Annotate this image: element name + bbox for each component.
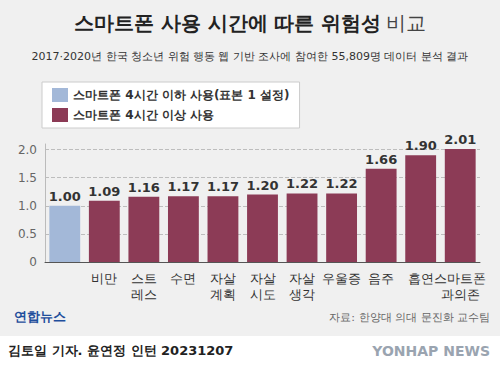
svg-text:YONHAP NEWS: YONHAP NEWS bbox=[371, 343, 490, 359]
svg-text:수면: 수면 bbox=[170, 271, 196, 286]
svg-text:연합뉴스: 연합뉴스 bbox=[14, 309, 66, 324]
svg-text:김토일 기자. 윤연정 인턴 20231207: 김토일 기자. 윤연정 인턴 20231207 bbox=[8, 343, 233, 358]
svg-text:스마트폰 사용 시간에 따른 위험성: 스마트폰 사용 시간에 따른 위험성 bbox=[74, 11, 382, 35]
svg-text:1.0: 1.0 bbox=[18, 199, 37, 213]
svg-text:1.20: 1.20 bbox=[246, 178, 278, 193]
svg-text:흡연: 흡연 bbox=[408, 271, 434, 286]
svg-text:2017·2020년 한국 청소년 위험 행동 웹 기반 조: 2017·2020년 한국 청소년 위험 행동 웹 기반 조사에 참여한 55,… bbox=[32, 50, 469, 63]
svg-text:스트: 스트 bbox=[131, 271, 157, 286]
svg-text:비교: 비교 bbox=[386, 11, 426, 35]
svg-text:스마트폰: 스마트폰 bbox=[434, 271, 486, 286]
svg-text:1.00: 1.00 bbox=[49, 189, 81, 204]
svg-text:1.5: 1.5 bbox=[18, 171, 37, 185]
svg-text:1.17: 1.17 bbox=[207, 179, 239, 194]
svg-text:스마트폰 4시간 이하 사용(표본 1 설정): 스마트폰 4시간 이하 사용(표본 1 설정) bbox=[73, 88, 290, 102]
svg-text:과의존: 과의존 bbox=[441, 287, 480, 302]
svg-text:2.0: 2.0 bbox=[18, 143, 37, 157]
svg-text:자살: 자살 bbox=[289, 271, 315, 286]
svg-text:시도: 시도 bbox=[250, 287, 276, 302]
svg-text:1.90: 1.90 bbox=[405, 138, 437, 153]
svg-text:자살: 자살 bbox=[210, 271, 236, 286]
svg-text:1.66: 1.66 bbox=[365, 152, 397, 167]
svg-text:1.17: 1.17 bbox=[167, 179, 199, 194]
svg-text:1.22: 1.22 bbox=[286, 176, 318, 191]
svg-text:스마트폰 4시간 이상 사용: 스마트폰 4시간 이상 사용 bbox=[73, 108, 214, 122]
svg-text:자료: 한양대 의대 문진화 교수팀: 자료: 한양대 의대 문진화 교수팀 bbox=[329, 311, 490, 324]
svg-text:1.22: 1.22 bbox=[326, 176, 358, 191]
svg-text:음주: 음주 bbox=[368, 271, 394, 286]
svg-text:0.5: 0.5 bbox=[18, 227, 37, 241]
svg-text:레스: 레스 bbox=[131, 287, 157, 302]
svg-text:생각: 생각 bbox=[289, 287, 315, 302]
svg-text:1.09: 1.09 bbox=[88, 184, 120, 199]
svg-text:1.16: 1.16 bbox=[128, 180, 160, 195]
svg-text:0: 0 bbox=[29, 255, 37, 269]
svg-text:우울증: 우울증 bbox=[322, 271, 361, 286]
svg-text:비만: 비만 bbox=[91, 271, 117, 286]
svg-text:자살: 자살 bbox=[250, 271, 276, 286]
svg-text:2.01: 2.01 bbox=[444, 132, 476, 147]
svg-text:계획: 계획 bbox=[210, 287, 236, 302]
